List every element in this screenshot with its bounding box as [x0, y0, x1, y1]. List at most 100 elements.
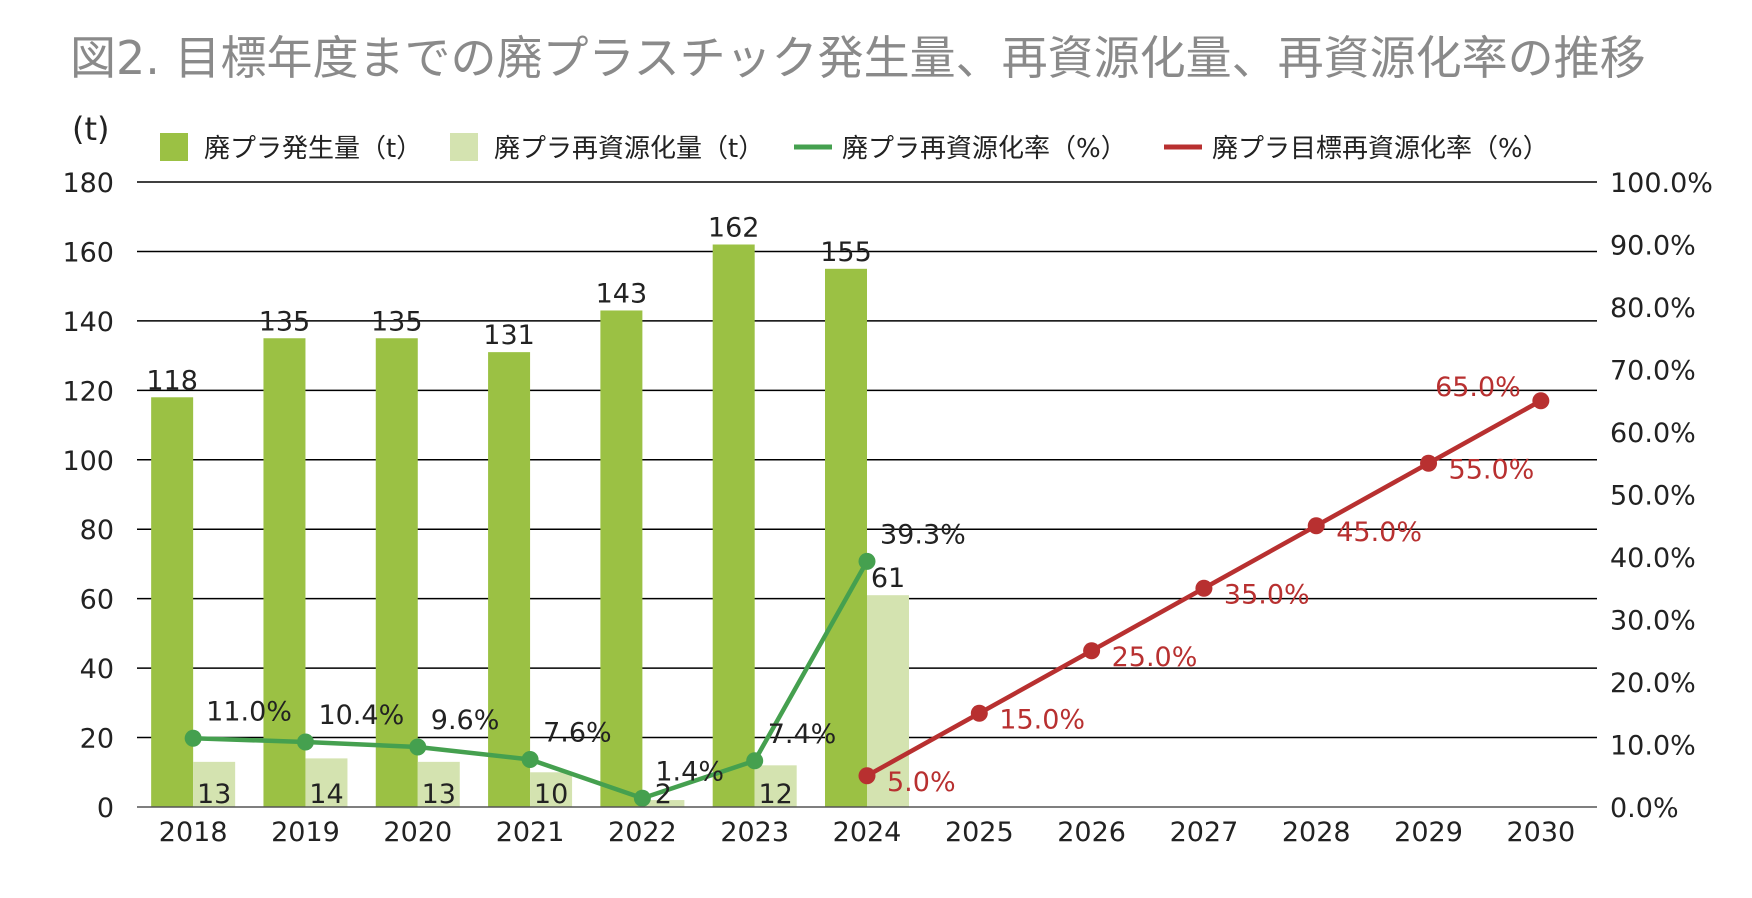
bar-value-label: 2	[655, 779, 672, 810]
line-value-label: 7.6%	[543, 718, 612, 749]
x-axis-tick-label: 2024	[833, 817, 902, 848]
bar-recycled	[305, 758, 348, 807]
right-axis-tick-label: 20.0%	[1610, 668, 1696, 699]
x-axis-tick-label: 2030	[1506, 817, 1575, 848]
line-value-label: 9.6%	[431, 705, 500, 736]
x-axis-tick-label: 2023	[720, 817, 789, 848]
x-axis-tick-label: 2025	[945, 817, 1014, 848]
right-axis-tick-label: 50.0%	[1610, 481, 1696, 512]
series-point-actual-rate	[858, 552, 876, 570]
bar-value-label: 10	[534, 779, 568, 810]
chart-title: 図2. 目標年度までの廃プラスチック発生量、再資源化量、再資源化率の推移	[70, 31, 1646, 85]
bar-value-label: 155	[820, 237, 872, 268]
right-axis-tick-label: 30.0%	[1610, 606, 1696, 637]
x-axis-tick-label: 2020	[383, 817, 452, 848]
bar-generated	[263, 338, 306, 807]
line-value-label: 10.4%	[318, 700, 404, 731]
bar-value-label: 61	[871, 563, 905, 594]
line-value-label: 35.0%	[1224, 579, 1310, 610]
series-point-target-rate	[1195, 579, 1213, 597]
left-axis-tick-label: 100	[62, 446, 114, 477]
y-axis-unit-label: (t)	[72, 110, 110, 148]
bar-value-label: 135	[371, 306, 423, 337]
left-axis-tick-label: 20	[80, 724, 114, 755]
bar-value-label: 13	[422, 779, 456, 810]
line-value-label: 65.0%	[1435, 372, 1521, 403]
left-axis-tick-label: 120	[62, 376, 114, 407]
series-point-target-rate	[858, 767, 876, 785]
bar-recycled	[193, 761, 236, 807]
line-value-label: 39.3%	[880, 519, 966, 550]
legend-swatch	[450, 133, 478, 161]
line-value-label: 7.4%	[768, 719, 837, 750]
series-point-actual-rate	[746, 752, 764, 770]
legend-label: 廃プラ目標再資源化率（%）	[1212, 134, 1549, 164]
x-axis-tick-label: 2029	[1394, 817, 1463, 848]
bar-value-label: 162	[708, 213, 760, 244]
bar-generated	[488, 352, 531, 807]
left-axis-tick-label: 0	[97, 793, 114, 824]
series-point-target-rate	[970, 704, 988, 722]
bar-recycled	[754, 765, 797, 807]
left-axis-tick-label: 60	[80, 585, 114, 616]
left-axis-tick-label: 40	[80, 654, 114, 685]
data-labels-group: 118 135 135 131 143 162 155 13 14 13 10 2 12 61 11.0% 1…	[146, 213, 1534, 811]
line-value-label: 11.0%	[206, 696, 292, 727]
line-value-label: 5.0%	[887, 767, 956, 798]
bar-generated	[825, 268, 867, 807]
legend-swatch	[160, 133, 188, 161]
line-value-label: 55.0%	[1449, 454, 1535, 485]
right-axis-tick-label: 70.0%	[1610, 356, 1696, 387]
right-axis-tick-label: 80.0%	[1610, 293, 1696, 324]
bar-generated	[600, 310, 643, 807]
series-point-target-rate	[1420, 454, 1438, 472]
series-point-target-rate	[1532, 392, 1550, 410]
left-axis-tick-label: 140	[62, 307, 114, 338]
bar-value-label: 135	[259, 306, 311, 337]
bar-generated	[151, 397, 194, 807]
bar-value-label: 131	[483, 320, 535, 351]
lines-group	[184, 392, 1550, 807]
right-axis-tick-label: 0.0%	[1610, 793, 1679, 824]
bar-value-label: 12	[759, 779, 793, 810]
x-axis-tick-label: 2022	[608, 817, 677, 848]
line-value-label: 25.0%	[1112, 642, 1198, 673]
bar-value-label: 13	[197, 779, 231, 810]
series-point-target-rate	[1083, 642, 1101, 660]
series-point-actual-rate	[409, 738, 427, 756]
legend-label: 廃プラ再資源化率（%）	[842, 134, 1127, 164]
bar-generated	[375, 338, 418, 807]
bar-recycled	[417, 761, 460, 807]
right-axis-tick-label: 40.0%	[1610, 543, 1696, 574]
bar-recycled	[530, 772, 573, 807]
bar-value-label: 143	[596, 278, 648, 309]
line-value-label: 1.4%	[655, 756, 724, 787]
series-point-actual-rate	[521, 751, 539, 768]
legend: 廃プラ発生量（t） 廃プラ再資源化量（t） 廃プラ再資源化率（%） 廃プラ目標再資源化…	[160, 133, 1549, 164]
line-value-label: 15.0%	[999, 704, 1085, 735]
right-axis-tick-label: 90.0%	[1610, 231, 1696, 262]
right-axis-tick-label: 60.0%	[1610, 418, 1696, 449]
line-value-label: 45.0%	[1336, 517, 1422, 548]
left-axis-tick-label: 160	[62, 237, 114, 268]
bar-recycled	[642, 800, 685, 807]
series-point-target-rate	[1307, 517, 1325, 535]
series-point-actual-rate	[633, 789, 651, 807]
series-point-actual-rate	[184, 729, 202, 747]
bar-value-label: 118	[146, 365, 198, 396]
x-axis-tick-label: 2018	[159, 817, 228, 848]
bar-value-label: 14	[309, 779, 343, 810]
x-axis-tick-label: 2026	[1057, 817, 1126, 848]
x-axis-tick-label: 2028	[1282, 817, 1351, 848]
legend-label: 廃プラ発生量（t）	[204, 134, 422, 164]
axes-group: 0 20 40 60 80 100 120 140 160 180 0.0% 10.0% 20.0% 30…	[62, 168, 1713, 848]
right-axis-tick-label: 10.0%	[1610, 731, 1696, 762]
x-axis-tick-label: 2019	[271, 817, 340, 848]
bar-generated	[712, 244, 755, 807]
series-point-actual-rate	[296, 733, 314, 751]
x-axis-tick-label: 2021	[496, 817, 565, 848]
legend-label: 廃プラ再資源化量（t）	[494, 134, 764, 164]
x-axis-tick-label: 2027	[1170, 817, 1239, 848]
left-axis-tick-label: 80	[80, 515, 114, 546]
